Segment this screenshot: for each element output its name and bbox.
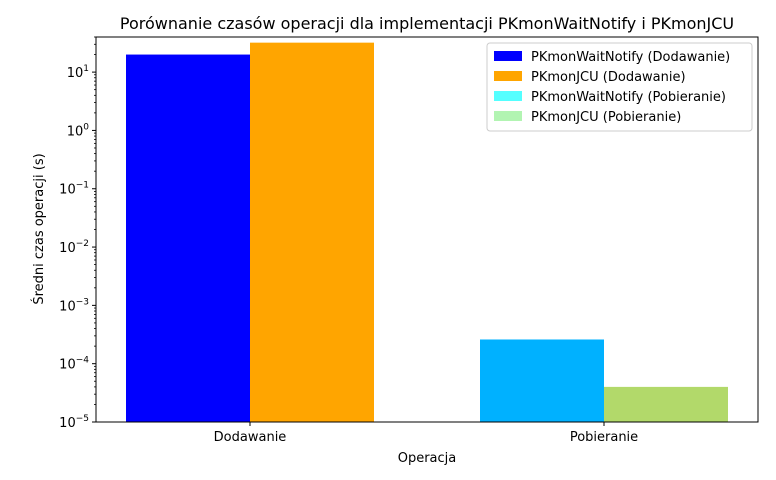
x-tick-label: Dodawanie [214,430,287,445]
y-tick-label: 100 [67,122,90,139]
legend-swatch [494,111,522,121]
legend: PKmonWaitNotify (Dodawanie) PKmonJCU (Dod… [486,42,753,132]
legend-swatch [494,91,522,101]
chart-title: Porównanie czasów operacji dla implement… [120,14,734,33]
y-tick-base: 10 [67,66,84,81]
y-tick-label: 10−1 [59,181,89,198]
y-tick-base: 10 [59,183,76,198]
y-tick-base: 10 [59,416,76,431]
legend-label: PKmonJCU (Pobieranie) [531,110,681,125]
legend-swatch [494,51,522,61]
y-axis-label: Średni czas operacji (s) [31,153,47,304]
legend-swatch [494,71,522,81]
legend-label: PKmonJCU (Dodawanie) [531,70,686,85]
legend-label: PKmonWaitNotify (Pobieranie) [531,90,726,105]
y-tick-base: 10 [67,124,84,139]
y-tick-label: 10−3 [59,297,89,314]
x-axis-label: Operacja [398,451,457,466]
y-tick-label: 101 [67,64,89,81]
y-tick-base: 10 [59,241,76,256]
y-tick-label: 10−4 [59,356,89,373]
x-axis: Dodawanie Pobieranie [214,422,638,445]
y-tick-base: 10 [59,358,76,373]
y-tick-exponent: −4 [76,356,90,366]
y-tick-exponent: −2 [76,239,89,249]
bar-dodawanie-0 [126,54,250,423]
y-tick-label: 10−2 [59,239,89,256]
bar-pobieranie-1 [604,386,728,422]
bars [126,42,728,423]
bar-pobieranie-0 [480,339,604,422]
y-tick-base: 10 [59,299,76,314]
legend-label: PKmonWaitNotify (Dodawanie) [531,50,730,65]
y-tick-exponent: −1 [76,181,89,191]
y-tick-exponent: 1 [83,64,89,74]
y-tick-exponent: 0 [83,122,89,132]
y-tick-label: 10−5 [59,414,89,431]
bar-dodawanie-1 [250,42,374,423]
y-tick-exponent: −5 [76,414,89,424]
y-tick-exponent: −3 [76,297,89,307]
x-tick-label: Pobieranie [570,430,638,445]
legend-frame [486,42,753,132]
